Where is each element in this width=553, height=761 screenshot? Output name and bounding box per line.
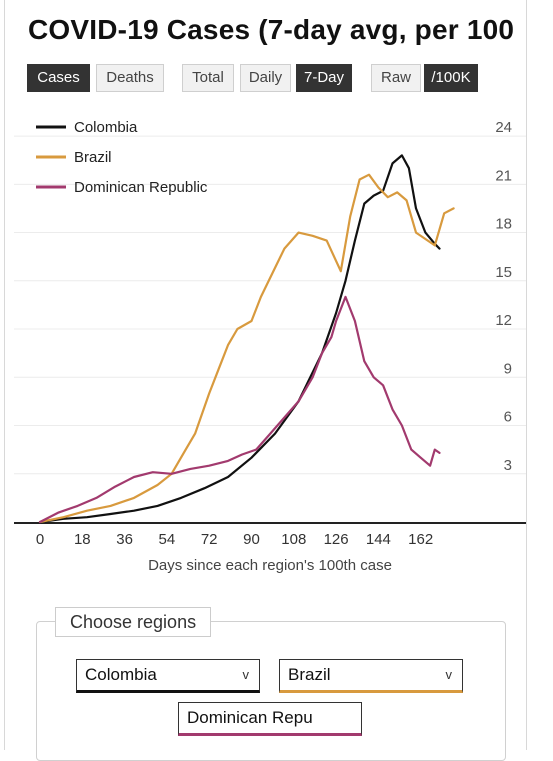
x-tick-label: 18 [74,531,91,548]
region-select-label: Colombia [85,665,157,684]
deaths-button[interactable]: Deaths [96,64,164,92]
y-tick-label: 12 [495,312,512,329]
x-tick-label: 54 [159,531,176,548]
region-select-label: Brazil [288,665,331,684]
x-tick-label: 108 [281,531,306,548]
x-tick-label: 36 [116,531,133,548]
per100k-button[interactable]: /100K [424,64,478,92]
x-tick-label: 90 [243,531,260,548]
region-select-label: Dominican Repu [187,708,313,727]
region-select-dominican-republic[interactable]: Dominican Repu [178,702,362,736]
legend-label: Dominican Republic [74,179,208,196]
daily-button[interactable]: Daily [240,64,291,92]
page-frame-right [526,0,527,750]
x-tick-label: 144 [366,531,391,548]
page-title: COVID-19 Cases (7-day avg, per 100 [28,14,515,45]
chevron-down-icon: v [242,667,250,682]
series-line-2 [38,295,441,524]
raw-button[interactable]: Raw [371,64,421,92]
legend-label: Colombia [74,119,138,136]
cases-button[interactable]: Cases [27,64,90,92]
y-tick-label: 9 [504,360,512,377]
total-button[interactable]: Total [182,64,234,92]
y-tick-label: 15 [495,264,512,281]
y-tick-label: 21 [495,167,512,184]
y-tick-label: 3 [504,457,512,474]
y-tick-label: 18 [495,216,512,233]
series-line-0 [38,154,441,524]
x-tick-label: 0 [36,531,44,548]
x-tick-label: 72 [201,531,218,548]
series-line-1 [38,173,455,524]
chevron-down-icon: v [445,667,453,682]
choose-regions-legend: Choose regions [55,607,212,637]
page-frame-left [4,0,5,750]
seven-day-button[interactable]: 7-Day [296,64,352,92]
x-axis-label: Days since each region's 100th case [148,557,392,574]
x-tick-label: 126 [324,531,349,548]
region-select-colombia[interactable]: Colombia v [76,659,260,693]
x-tick-label: 162 [408,531,433,548]
y-tick-label: 24 [495,119,512,136]
legend-label: Brazil [74,149,112,166]
region-select-brazil[interactable]: Brazil v [279,659,463,693]
y-tick-label: 6 [504,409,512,426]
